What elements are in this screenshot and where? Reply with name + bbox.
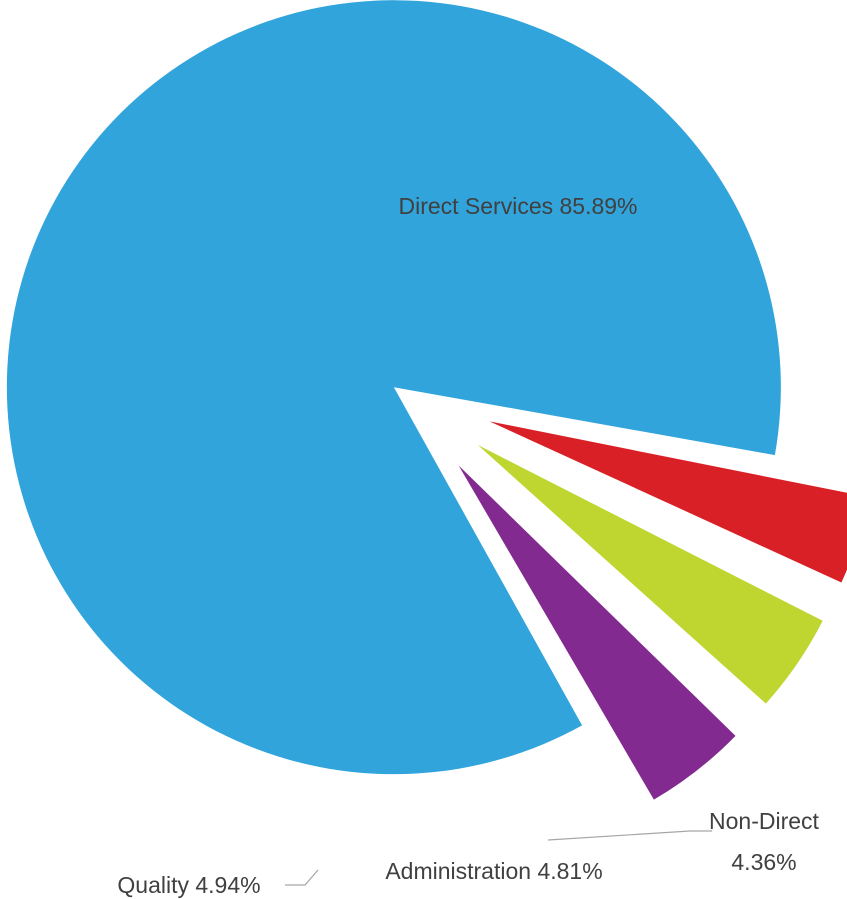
- pie-slices: [6, 0, 847, 800]
- label-non-direct-line1: Non-Direct: [709, 808, 820, 834]
- leader-line-non-direct: [547, 830, 712, 841]
- label-quality: Quality 4.94%: [117, 872, 260, 898]
- slice-administration: [477, 445, 823, 704]
- slice-direct-services: [6, 0, 781, 775]
- label-non-direct-line2: 4.36%: [731, 849, 796, 875]
- slice-quality: [458, 465, 736, 800]
- leader-lines: [285, 830, 712, 886]
- slice-labels: Direct Services 85.89% Non-Direct 4.36% …: [117, 193, 819, 898]
- leader-line-quality: [285, 869, 319, 886]
- label-direct-services: Direct Services 85.89%: [398, 193, 637, 219]
- label-administration: Administration 4.81%: [385, 858, 602, 884]
- slice-non-direct: [489, 421, 847, 583]
